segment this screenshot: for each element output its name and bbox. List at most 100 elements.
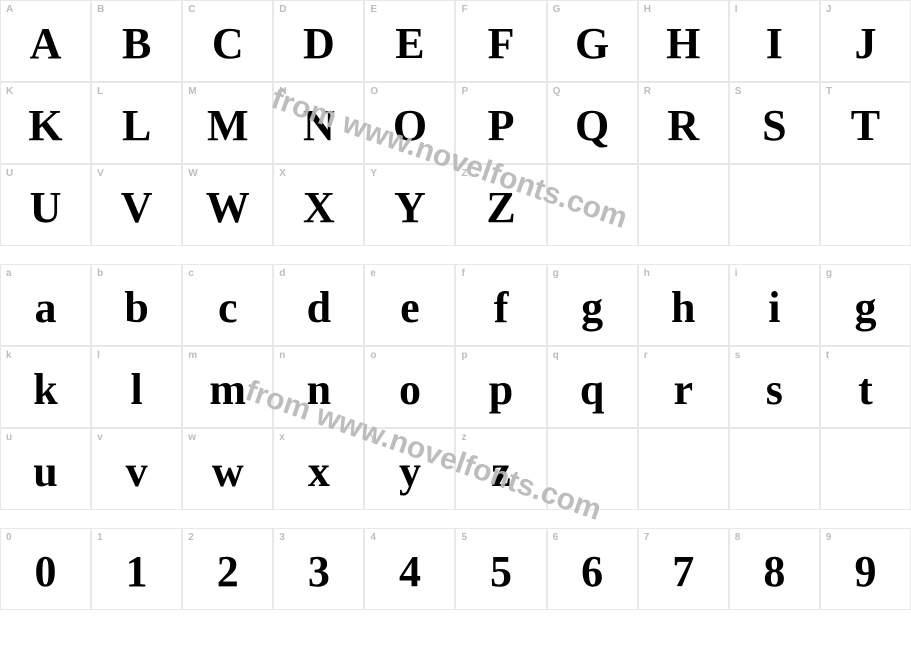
glyph-cell: uu (0, 428, 91, 510)
key-label: f (461, 268, 465, 279)
key-label: r (644, 350, 648, 361)
key-label: 0 (6, 532, 12, 543)
glyph-cell: ee (364, 264, 455, 346)
glyph: Q (575, 104, 609, 148)
glyph: M (207, 104, 249, 148)
glyph-cell: aa (0, 264, 91, 346)
glyph: P (488, 104, 515, 148)
glyph-cell: EE (364, 0, 455, 82)
empty-cell (729, 164, 820, 246)
key-label: w (188, 432, 196, 443)
key-label: t (826, 350, 830, 361)
glyph: F (488, 22, 515, 66)
glyph-cell: 33 (273, 528, 364, 610)
glyph-cell: nn (273, 346, 364, 428)
key-label: p (461, 350, 467, 361)
glyph: C (212, 22, 244, 66)
glyph-cell: II (729, 0, 820, 82)
glyph: N (303, 104, 335, 148)
key-label: F (461, 4, 467, 15)
glyph-cell: rr (638, 346, 729, 428)
glyph: n (307, 368, 331, 412)
glyph-cell: DD (273, 0, 364, 82)
key-label: I (735, 4, 738, 15)
glyph-cell: 66 (547, 528, 638, 610)
glyph-cell: AA (0, 0, 91, 82)
glyph-cell: WW (182, 164, 273, 246)
key-label: A (6, 4, 13, 15)
glyph: r (673, 368, 693, 412)
key-label: y (370, 432, 376, 443)
glyph: D (303, 22, 335, 66)
glyph: 3 (308, 550, 330, 594)
key-label: 3 (279, 532, 285, 543)
glyph-cell: yy (364, 428, 455, 510)
key-label: W (188, 168, 198, 179)
glyph: J (854, 22, 876, 66)
glyph: K (28, 104, 62, 148)
key-label: M (188, 86, 197, 97)
glyph: I (766, 22, 783, 66)
glyph-cell: 99 (820, 528, 911, 610)
key-label: g (826, 268, 832, 279)
empty-cell (547, 428, 638, 510)
glyph-cell: ll (91, 346, 182, 428)
key-label: Q (553, 86, 561, 97)
glyph: 7 (672, 550, 694, 594)
glyph-cell: BB (91, 0, 182, 82)
glyph-cell: LL (91, 82, 182, 164)
key-label: 6 (553, 532, 559, 543)
glyph-cell: oo (364, 346, 455, 428)
glyph: c (218, 286, 238, 330)
font-character-map: AABBCCDDEEFFGGHHIIJJKKLLMMNNOOPPQQRRSSTT… (0, 0, 911, 610)
key-label: V (97, 168, 104, 179)
glyph-cell: 22 (182, 528, 273, 610)
empty-cell (547, 164, 638, 246)
key-label: R (644, 86, 651, 97)
glyph-cell: GG (547, 0, 638, 82)
key-label: u (6, 432, 12, 443)
key-label: N (279, 86, 286, 97)
glyph: q (580, 368, 604, 412)
key-label: O (370, 86, 378, 97)
glyph-cell: xx (273, 428, 364, 510)
glyph: v (126, 450, 148, 494)
glyph: V (121, 186, 153, 230)
key-label: P (461, 86, 468, 97)
glyph-cell: kk (0, 346, 91, 428)
glyph: 5 (490, 550, 512, 594)
glyph-cell: 88 (729, 528, 820, 610)
glyph: O (393, 104, 427, 148)
key-label: v (97, 432, 103, 443)
glyph-cell: QQ (547, 82, 638, 164)
empty-cell (729, 428, 820, 510)
glyph-cell: ww (182, 428, 273, 510)
key-label: Y (370, 168, 377, 179)
glyph: a (35, 286, 57, 330)
glyph-cell: ss (729, 346, 820, 428)
glyph: W (206, 186, 250, 230)
glyph: E (395, 22, 424, 66)
key-label: E (370, 4, 377, 15)
key-label: g (553, 268, 559, 279)
glyph: f (494, 286, 509, 330)
glyph: 4 (399, 550, 421, 594)
glyph-cell: UU (0, 164, 91, 246)
glyph: 8 (763, 550, 785, 594)
key-label: S (735, 86, 742, 97)
glyph: w (212, 450, 244, 494)
glyph-cell: OO (364, 82, 455, 164)
key-label: c (188, 268, 194, 279)
glyph-cell: TT (820, 82, 911, 164)
glyph-cell: cc (182, 264, 273, 346)
key-label: n (279, 350, 285, 361)
glyph: s (766, 368, 783, 412)
glyph: x (308, 450, 330, 494)
empty-cell (638, 164, 729, 246)
glyph: 9 (854, 550, 876, 594)
glyph: k (33, 368, 57, 412)
key-label: 7 (644, 532, 650, 543)
glyph: i (768, 286, 780, 330)
key-label: o (370, 350, 376, 361)
glyph-cell: XX (273, 164, 364, 246)
